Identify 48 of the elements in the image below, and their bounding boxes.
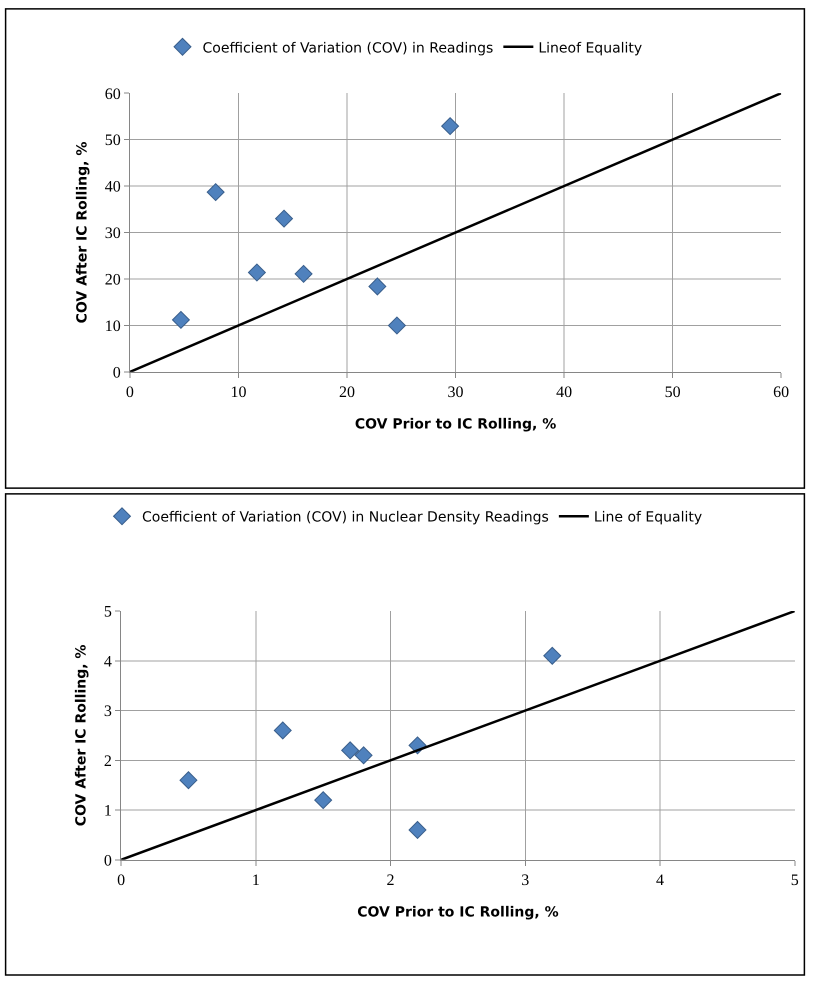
x-tick-label: 4 [656,872,664,890]
point [274,721,292,740]
y-tick-label: 20 [104,272,121,289]
y-tick-label: 10 [104,318,121,336]
x-tick-label: 20 [338,384,355,402]
x-tick-label: 60 [773,384,790,402]
legend-label: Coefficient of Variation (COV) in Readings [202,40,494,56]
point [543,646,562,665]
x-axis-title: COV Prior to IC Rolling, % [357,904,559,920]
point [314,791,332,810]
point [408,821,426,839]
point [341,741,360,760]
y-tick-label: 30 [104,225,121,242]
x-tick-label: 40 [556,384,572,402]
point [206,183,225,202]
x-tick-label: 5 [790,872,799,890]
y-tick-label: 60 [104,86,121,103]
y-tick-label: 2 [104,752,112,770]
x-tick-label: 1 [252,872,260,890]
legend-label: Coefficient of Variation (COV) in Nuclear Density Readings [142,510,549,526]
point [294,264,313,283]
y-tick-label: 1 [104,802,112,820]
x-tick-label: 10 [230,384,246,402]
point [354,746,373,764]
point [388,316,406,334]
x-axis-title: COV Prior to IC Rolling, % [354,416,556,432]
legend-label: Line of Equality [594,510,702,526]
point [275,210,293,228]
legend-label: Lineof Equality [538,40,642,56]
x-tick-label: 2 [386,872,395,890]
y-tick-label: 50 [104,132,121,150]
y-tick-label: 0 [112,364,121,382]
x-tick-label: 30 [448,384,464,402]
point [441,117,460,136]
y-tick-label: 3 [104,703,112,720]
y-axis-title: COV After IC Rolling, % [74,142,90,324]
y-tick-label: 4 [104,653,112,670]
y-tick-label: 40 [104,178,121,196]
y-axis-title: COV After IC Rolling, % [73,644,90,826]
point [248,264,266,282]
point [368,277,386,296]
x-tick-label: 50 [664,384,681,402]
x-tick-label: 3 [521,872,530,890]
y-tick-label: 0 [104,852,112,870]
y-tick-label: 5 [104,604,112,621]
point [180,771,198,790]
x-tick-label: 0 [126,384,134,402]
point [172,310,190,329]
